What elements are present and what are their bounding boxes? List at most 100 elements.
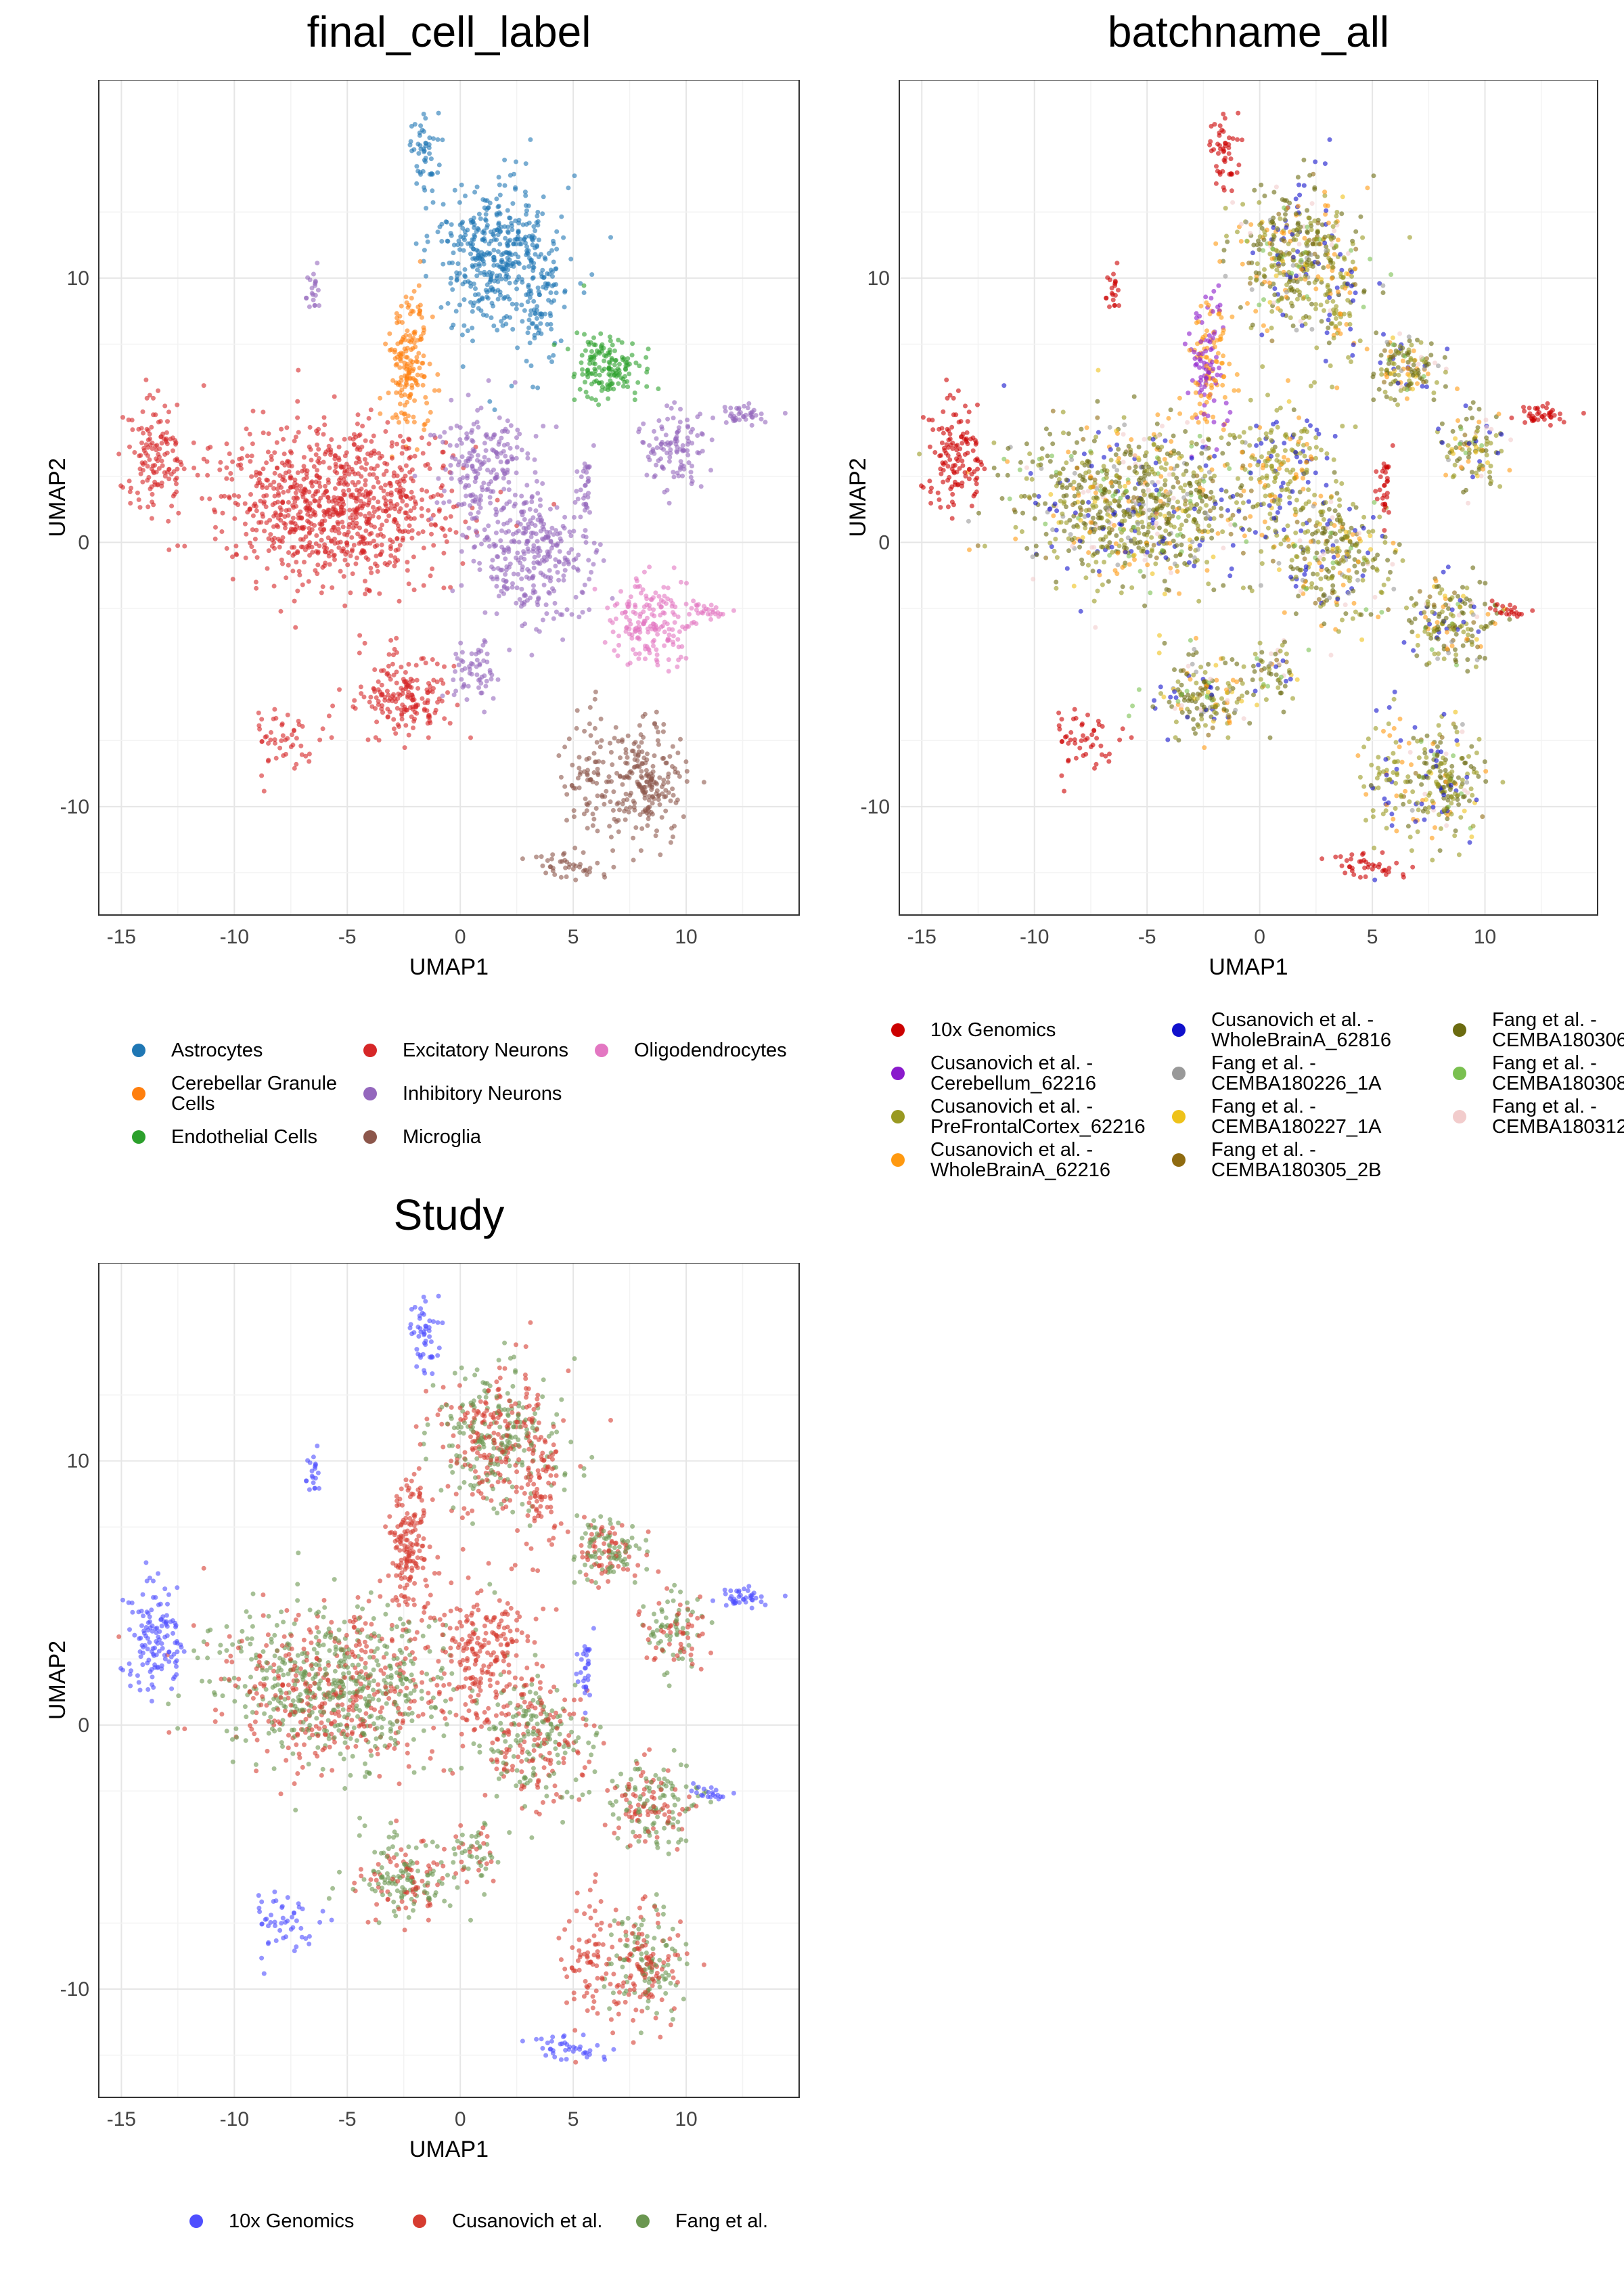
data-point xyxy=(607,382,612,388)
data-point xyxy=(1213,241,1219,246)
data-point xyxy=(428,684,433,689)
data-point xyxy=(662,489,667,495)
data-point xyxy=(1080,561,1085,566)
data-point xyxy=(1069,457,1075,462)
data-point xyxy=(917,451,922,457)
data-point xyxy=(497,182,502,187)
data-point xyxy=(466,684,471,689)
data-point xyxy=(491,489,496,494)
data-point xyxy=(602,801,607,807)
data-point xyxy=(531,384,535,390)
data-point xyxy=(466,483,472,488)
data-point xyxy=(1230,136,1236,141)
data-point xyxy=(540,481,545,486)
data-point xyxy=(402,705,407,710)
data-point xyxy=(1330,224,1336,229)
data-point xyxy=(358,499,363,504)
data-point xyxy=(568,257,574,262)
data-point xyxy=(708,602,714,608)
data-point xyxy=(317,303,321,308)
data-point xyxy=(332,486,338,491)
data-point xyxy=(379,453,384,459)
data-point xyxy=(1411,348,1416,353)
data-point xyxy=(637,782,641,787)
data-point xyxy=(1064,520,1069,525)
data-point xyxy=(409,296,414,300)
data-point xyxy=(530,275,535,281)
data-point xyxy=(713,605,719,610)
data-point xyxy=(515,237,520,242)
data-point xyxy=(284,508,289,513)
data-point xyxy=(563,865,568,870)
data-point xyxy=(1188,546,1193,552)
data-point xyxy=(505,418,510,424)
data-point xyxy=(328,449,334,455)
data-point xyxy=(1323,292,1328,298)
data-point xyxy=(1313,302,1318,307)
data-point xyxy=(678,459,683,464)
data-point xyxy=(421,330,426,336)
data-point xyxy=(363,483,368,487)
data-point xyxy=(1107,530,1112,535)
data-point xyxy=(1290,303,1295,309)
data-point xyxy=(599,388,604,393)
data-point xyxy=(627,602,632,607)
data-point xyxy=(1206,455,1211,461)
data-point xyxy=(320,564,325,570)
data-point xyxy=(550,852,556,857)
data-point xyxy=(390,694,395,699)
data-point xyxy=(344,450,349,455)
data-point xyxy=(484,225,489,230)
data-point xyxy=(1350,353,1355,358)
data-point xyxy=(412,473,418,478)
data-point xyxy=(307,424,313,430)
data-point xyxy=(531,565,537,571)
data-point xyxy=(497,192,503,198)
data-point xyxy=(162,474,168,479)
data-point xyxy=(376,687,381,692)
data-point xyxy=(358,684,363,690)
data-point xyxy=(1376,386,1382,392)
data-point xyxy=(477,297,482,303)
data-point xyxy=(514,445,520,450)
data-point xyxy=(643,784,648,790)
data-point xyxy=(195,472,200,478)
data-point xyxy=(351,517,356,522)
data-point xyxy=(378,552,383,558)
data-point xyxy=(1242,533,1247,539)
data-point xyxy=(591,816,597,822)
data-point xyxy=(1162,457,1167,462)
data-point xyxy=(483,448,489,453)
data-point xyxy=(499,589,504,594)
data-point xyxy=(411,587,417,593)
data-point xyxy=(1163,483,1168,487)
data-point xyxy=(1406,347,1412,353)
data-point xyxy=(311,464,317,469)
data-point xyxy=(254,483,259,489)
data-point xyxy=(562,784,568,789)
data-point xyxy=(678,654,683,660)
data-point xyxy=(441,439,445,445)
data-point xyxy=(484,651,490,656)
data-point xyxy=(219,529,225,534)
data-point xyxy=(349,535,355,540)
data-point xyxy=(369,439,374,444)
data-point xyxy=(376,514,382,520)
data-point xyxy=(514,455,519,461)
data-point xyxy=(1240,137,1244,143)
data-point xyxy=(635,584,640,589)
data-point xyxy=(1198,339,1204,344)
data-point xyxy=(397,529,403,534)
data-point xyxy=(562,514,568,520)
data-point xyxy=(415,531,421,536)
data-point xyxy=(1257,200,1262,205)
data-point xyxy=(1217,170,1223,175)
data-point xyxy=(368,565,374,571)
data-point xyxy=(407,455,412,461)
data-point xyxy=(1267,300,1273,305)
data-point xyxy=(505,441,510,447)
data-point xyxy=(304,296,309,301)
data-point xyxy=(1295,175,1301,180)
data-point xyxy=(448,463,453,468)
data-point xyxy=(441,202,446,207)
